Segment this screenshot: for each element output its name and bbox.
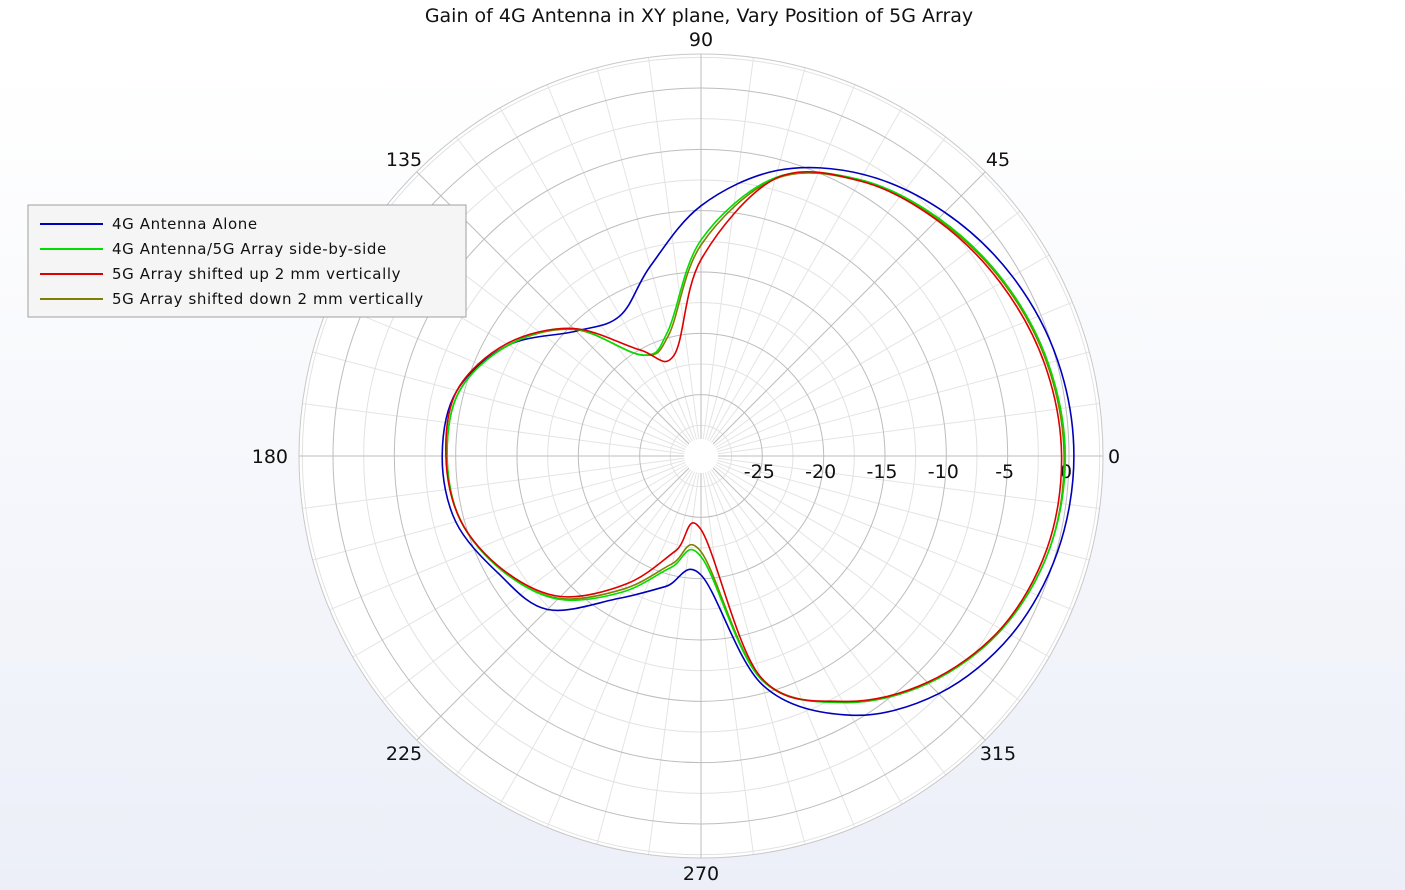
series-line-3 [444, 171, 1063, 703]
chart-title: Gain of 4G Antenna in XY plane, Vary Pos… [425, 5, 973, 27]
legend-label: 4G Antenna Alone [112, 215, 258, 233]
angle-tick-label: 0 [1108, 446, 1120, 468]
outer-ring [298, 53, 1104, 859]
angle-tick-label: 135 [386, 149, 422, 171]
legend-label: 5G Array shifted up 2 mm vertically [112, 265, 401, 283]
radial-tick-labels: -25 -20 -15 -10 -5 0 [744, 461, 1072, 483]
radial-tick-label: -15 [866, 461, 897, 483]
legend: 4G Antenna Alone 4G Antenna/5G Array side… [27, 204, 467, 318]
series-line-1 [441, 166, 1075, 717]
angle-tick-labels: 0 45 90 135 180 225 270 315 [252, 29, 1120, 885]
polar-grid [298, 53, 1104, 859]
angle-tick-label: 90 [689, 29, 713, 51]
angle-tick-label: 180 [252, 446, 288, 468]
series-group [441, 166, 1075, 717]
major-spoke [712, 171, 986, 445]
major-spoke [712, 467, 986, 741]
major-spoke [416, 467, 690, 741]
angle-tick-label: 225 [386, 743, 422, 765]
radial-tick-label: -10 [928, 461, 959, 483]
series-line-2 [446, 171, 1067, 704]
radial-tick-label: -5 [995, 461, 1014, 483]
legend-label: 4G Antenna/5G Array side-by-side [112, 240, 387, 258]
angle-tick-label: 270 [683, 863, 719, 885]
radial-tick-label: -20 [805, 461, 836, 483]
radial-tick-label: -25 [744, 461, 775, 483]
legend-label: 5G Array shifted down 2 mm vertically [112, 290, 424, 308]
angle-tick-label: 45 [986, 149, 1010, 171]
angle-tick-label: 315 [980, 743, 1016, 765]
